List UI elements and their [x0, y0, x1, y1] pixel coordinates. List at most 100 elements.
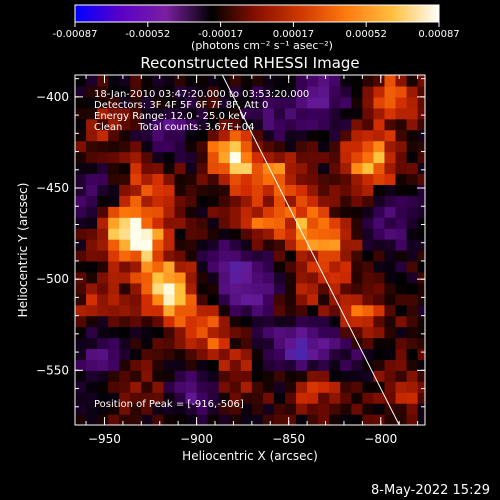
heatmap-cell — [406, 184, 419, 196]
heatmap-cell — [307, 348, 319, 360]
heatmap-cell — [262, 315, 275, 328]
heatmap-cell — [229, 173, 242, 185]
heatmap-cell — [262, 206, 275, 218]
heatmap-cell — [75, 162, 87, 175]
heatmap-cell — [152, 348, 165, 360]
x-tick-label: −800 — [364, 432, 397, 446]
heatmap-cell — [273, 392, 286, 404]
heatmap-cell — [318, 392, 330, 404]
heatmap-cell — [108, 96, 120, 109]
heatmap-cell — [395, 75, 408, 87]
heatmap-cell — [174, 239, 187, 251]
heatmap-cell — [229, 206, 242, 218]
heatmap-cell — [262, 228, 275, 240]
colorbar-tick-label: 0.00017 — [273, 29, 314, 40]
heatmap-cell — [119, 326, 131, 339]
heatmap-cell — [273, 315, 286, 328]
heatmap-cell — [262, 250, 275, 262]
heatmap-cell — [75, 239, 87, 251]
heatmap-cell — [130, 162, 142, 175]
heatmap-cell — [108, 348, 120, 360]
heatmap-cell — [296, 414, 308, 425]
heatmap-cell — [86, 118, 98, 131]
heatmap-cell — [75, 217, 87, 229]
heatmap-cell — [86, 326, 98, 339]
heatmap-cell — [384, 250, 397, 262]
heatmap-cell — [285, 293, 297, 306]
heatmap-cell — [384, 326, 397, 339]
heatmap-cell — [119, 271, 131, 284]
heatmap-cell — [384, 337, 397, 350]
heatmap-cell — [285, 75, 297, 87]
heatmap-cell — [185, 184, 198, 196]
heatmap-cell — [86, 304, 98, 317]
heatmap-cell — [384, 151, 397, 164]
heatmap-cell — [395, 206, 408, 218]
heatmap-cell — [296, 392, 308, 404]
heatmap-cell — [384, 403, 397, 415]
heatmap-cell — [75, 173, 87, 185]
heatmap-cell — [340, 228, 352, 240]
heatmap-cell — [185, 206, 198, 218]
heatmap-cell — [251, 217, 264, 229]
heatmap-cell — [318, 195, 330, 207]
heatmap-cell — [86, 315, 98, 328]
heatmap-cell — [417, 184, 425, 196]
heatmap-cell — [240, 348, 253, 360]
heatmap-cell — [351, 337, 363, 350]
heatmap-cell — [130, 414, 142, 425]
heatmap-cell — [251, 96, 264, 109]
heatmap-cell — [152, 392, 165, 404]
heatmap-cell — [262, 184, 275, 196]
heatmap-cell — [207, 337, 220, 350]
heatmap-cell — [318, 151, 330, 164]
heatmap-cell — [108, 250, 120, 262]
heatmap-cell — [108, 370, 120, 382]
annotation-peak-position: Position of Peak = [-916,-506] — [94, 399, 244, 410]
heatmap-cell — [163, 228, 176, 240]
heatmap-cell — [340, 315, 352, 328]
heatmap-cell — [373, 96, 386, 109]
heatmap-cell — [384, 195, 397, 207]
heatmap-cell — [395, 85, 408, 98]
heatmap-cell — [229, 151, 242, 164]
colorbar-tick-label: -0.00017 — [198, 29, 243, 40]
heatmap-cell — [329, 370, 341, 382]
heatmap-cell — [262, 118, 275, 131]
heatmap-cell — [97, 184, 109, 196]
heatmap-cell — [251, 239, 264, 251]
heatmap-cell — [329, 304, 341, 317]
heatmap-cell — [285, 359, 297, 371]
heatmap-cell — [251, 260, 264, 273]
heatmap-cell — [97, 282, 109, 295]
heatmap-cell — [130, 85, 142, 98]
heatmap-cell — [75, 348, 87, 360]
heatmap-cell — [296, 282, 308, 295]
heatmap-cell — [185, 337, 198, 350]
heatmap-cell — [417, 85, 425, 98]
heatmap-cell — [406, 381, 419, 393]
heatmap-cell — [119, 85, 131, 98]
heatmap-cell — [417, 195, 425, 207]
heatmap-cell — [406, 293, 419, 306]
heatmap-cell — [75, 392, 87, 404]
heatmap-cell — [307, 282, 319, 295]
heatmap-cell — [251, 151, 264, 164]
heatmap-cell — [196, 107, 209, 120]
heatmap-cell — [185, 118, 198, 131]
heatmap-cell — [318, 228, 330, 240]
heatmap-cell — [307, 118, 319, 131]
heatmap-cell — [285, 173, 297, 185]
heatmap-cell — [163, 85, 176, 98]
heatmap-cell — [207, 392, 220, 404]
heatmap-cell — [86, 370, 98, 382]
heatmap-cell — [318, 271, 330, 284]
heatmap-cell — [417, 173, 425, 185]
heatmap-cell — [351, 195, 363, 207]
heatmap-cell — [185, 282, 198, 295]
heatmap-cell — [163, 217, 176, 229]
heatmap-cell — [141, 162, 153, 175]
heatmap-cell — [273, 151, 286, 164]
heatmap-cell — [406, 162, 419, 175]
